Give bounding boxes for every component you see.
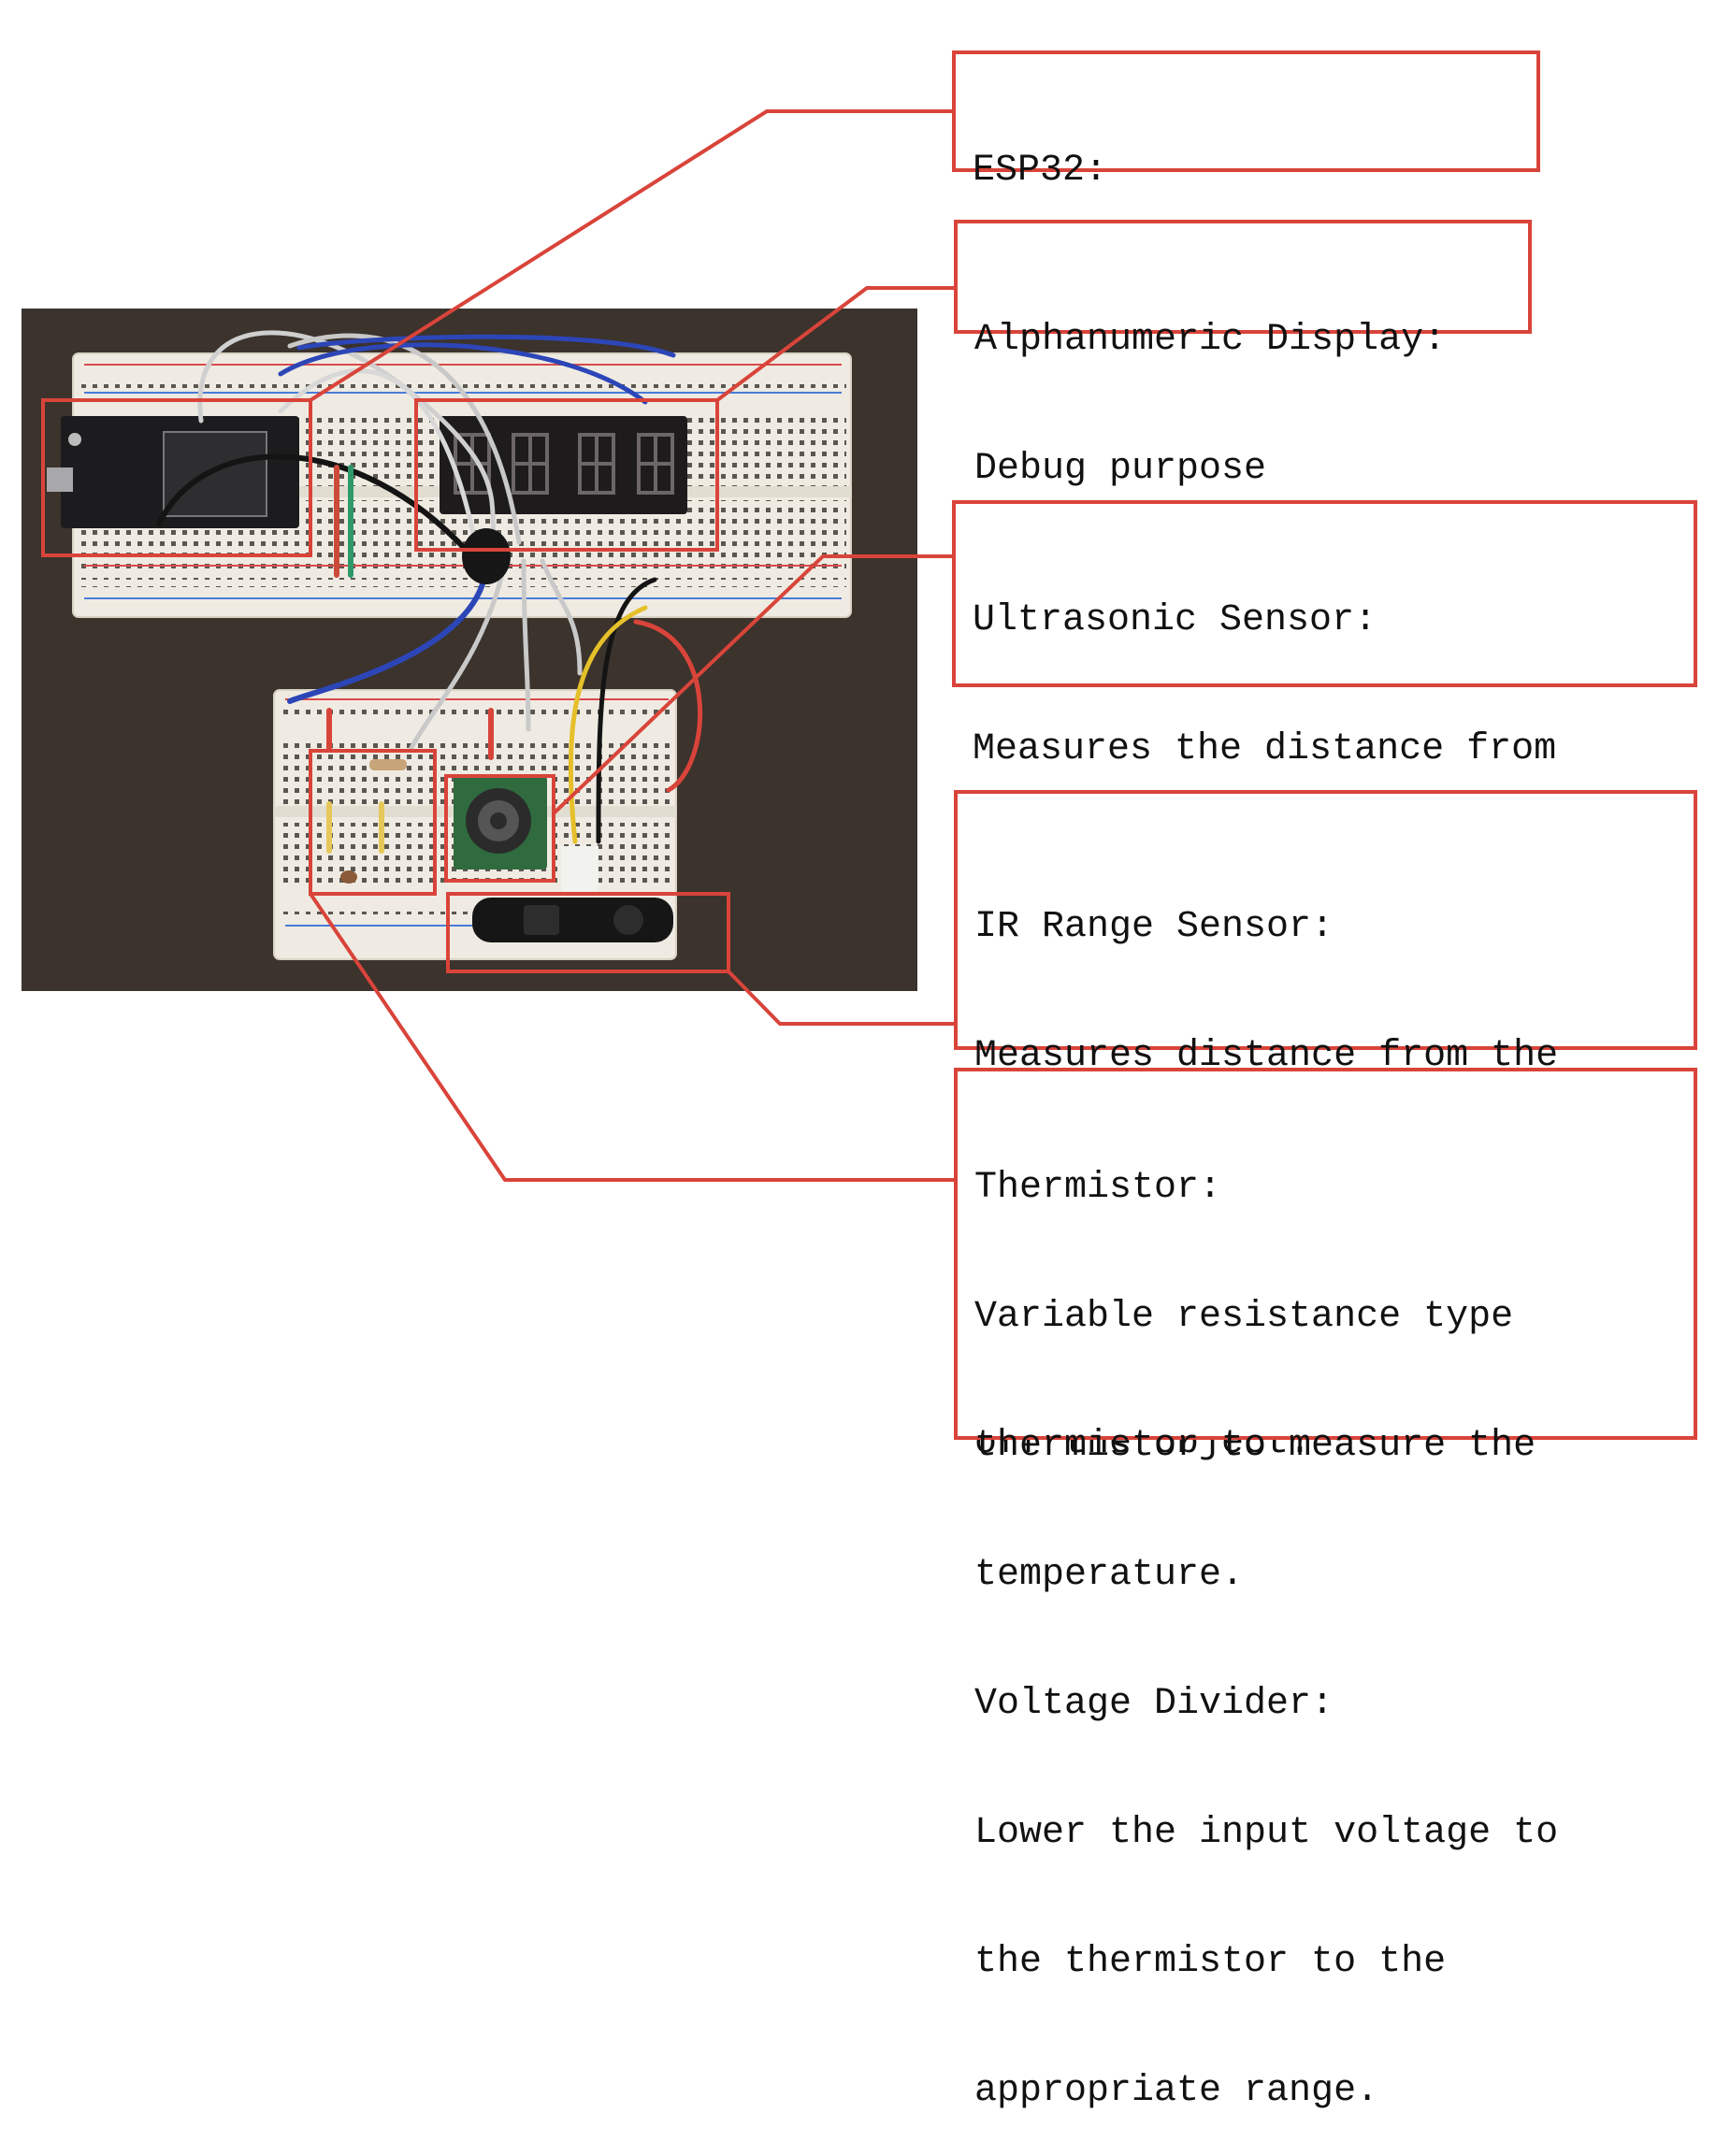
wire-grommet [462,528,511,584]
leader-lines [309,109,956,1182]
jumper-wires [156,330,703,854]
esp32-leader-line [309,109,954,402]
voltage-divider-line: Lower the input voltage to [974,1812,1559,1854]
esp32-callout-title: ESP32: [973,150,1108,192]
ultrasonic-leader-line [552,554,954,815]
thermistor-callout-line: thermistor to measure the [974,1425,1536,1467]
thermistor-callout: Thermistor: Variable resistance type the… [954,1068,1697,2112]
display-highlight-box [414,398,719,552]
thermistor-callout-line: Variable resistance type [974,1296,1514,1338]
ir-range-sensor [472,846,673,942]
display-leader-line [715,286,956,402]
display-callout-title: Alphanumeric Display: [974,319,1447,361]
display-digit [512,433,549,495]
esp32-highlight-box [41,398,312,557]
thermistor-and-resistor [340,759,407,884]
ir-callout: IR Range Sensor: Measures distance from … [954,790,1697,1464]
annotated-circuit-diagram [22,109,956,1182]
ultrasonic-callout-line: Measures the distance from [973,728,1557,770]
ir-leader-line [727,970,954,1026]
thermistor-leader-line [309,892,954,1182]
esp32-module [47,416,299,528]
thermistor-callout-title: Thermistor: [974,1167,1222,1209]
alphanumeric-display [440,416,687,514]
voltage-divider-line: the thermistor to the [974,1941,1447,1983]
esp32-callout: ESP32: Control each sensors [952,50,1540,321]
ultrasonic-sensor [454,776,547,870]
ultrasonic-highlight-box [444,774,555,883]
highlight-boxes [41,398,730,973]
display-callout-line: Debug purpose [974,448,1267,490]
thermistor-highlight-box [309,749,437,896]
ir-callout-title: IR Range Sensor: [974,906,1334,948]
display-digit [454,433,491,495]
display-digit [578,433,615,495]
display-callout: Alphanumeric Display: Debug purpose [954,220,1532,490]
ir-highlight-box [446,892,730,973]
voltage-divider-title: Voltage Divider: [974,1683,1334,1725]
voltage-divider-line: appropriate range. [974,2070,1379,2112]
ultrasonic-callout-title: Ultrasonic Sensor: [973,599,1377,641]
thermistor-callout-line: temperature. [974,1554,1245,1596]
display-digit [637,433,674,495]
ultrasonic-callout: Ultrasonic Sensor: Measures the distance… [952,500,1697,1028]
